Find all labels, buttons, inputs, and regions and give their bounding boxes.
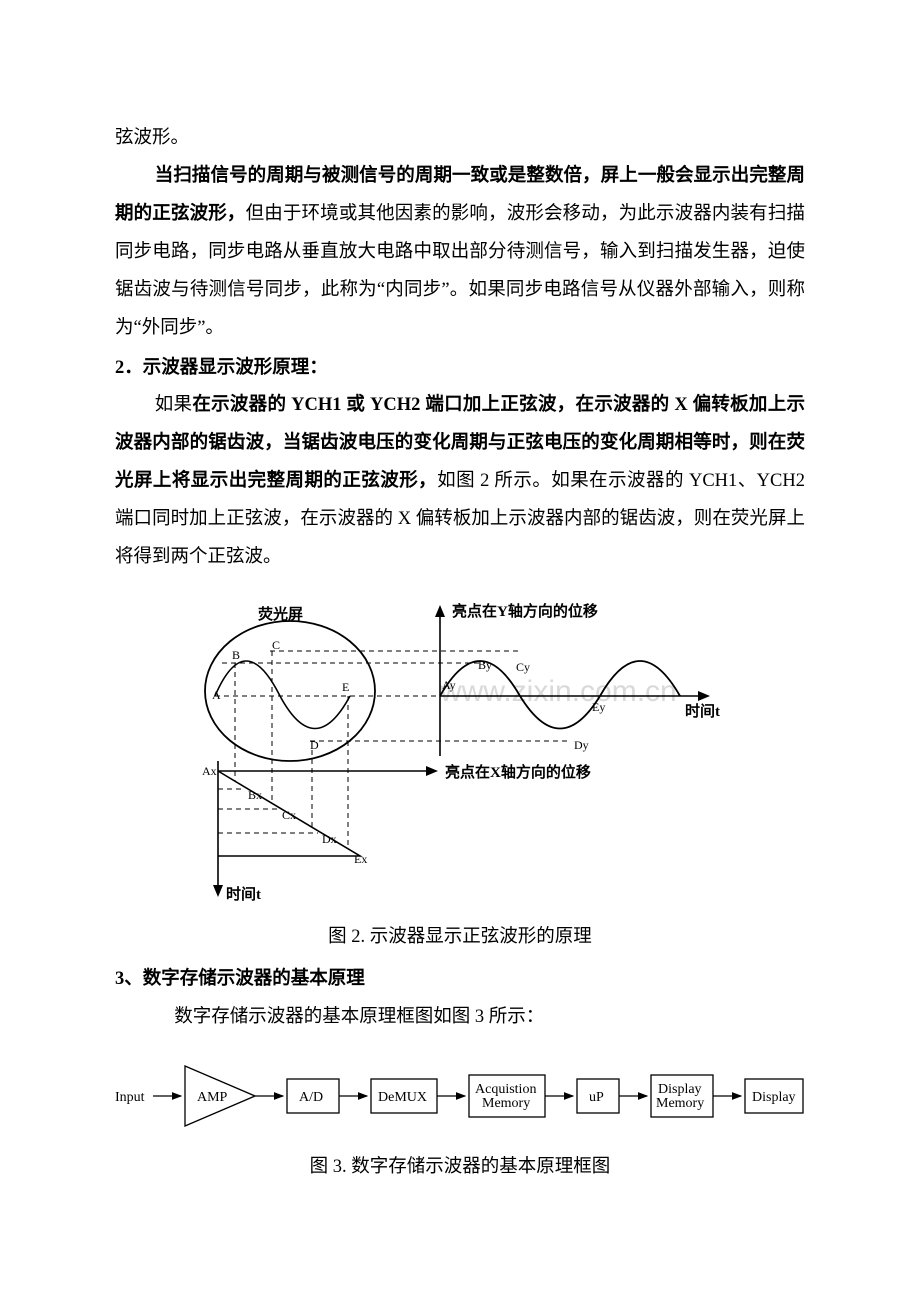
display-label: Display [752, 1090, 796, 1105]
caption-3: 图 3. 数字存储示波器的基本原理框图 [115, 1149, 805, 1187]
label-Ay: Ay [442, 678, 456, 692]
demux-label: DeMUX [378, 1090, 427, 1105]
xtitle: 亮点在X轴方向的位移 [445, 763, 591, 781]
paragraph-dso: 数字存储示波器的基本原理框图如图 3 所示： [115, 999, 805, 1037]
svg-text:Acquistion: Acquistion [475, 1082, 536, 1097]
label-Cy: Cy [516, 660, 530, 674]
heading-2: 2．示波器显示波形原理： [115, 350, 805, 388]
figure-3: Input AMP A/D DeMUX Acquistion Memory uP… [115, 1051, 805, 1141]
svg-text:Memory: Memory [482, 1096, 530, 1111]
oscilloscope-diagram: www.zixin.com.cn 荧光屏 A B C D E 亮点在Y轴方向的位… [190, 591, 730, 911]
label-C: C [272, 638, 280, 652]
label-Ex: Ex [354, 852, 367, 866]
caption-2: 图 2. 示波器显示正弦波形的原理 [115, 919, 805, 957]
ad-label: A/D [299, 1090, 323, 1105]
time-bottom: 时间t [226, 885, 261, 903]
label-Cx: Cx [282, 808, 296, 822]
svg-text:Memory: Memory [656, 1096, 704, 1111]
label-Ey: Ey [592, 700, 605, 714]
figure-2: www.zixin.com.cn 荧光屏 A B C D E 亮点在Y轴方向的位… [115, 591, 805, 911]
label-Ax: Ax [202, 764, 217, 778]
ytitle: 亮点在Y轴方向的位移 [452, 602, 598, 620]
paragraph-principle: 如果在示波器的 YCH1 或 YCH2 端口加上正弦波，在示波器的 X 偏转板加… [115, 387, 805, 577]
label-E: E [342, 680, 349, 694]
label-Dx: Dx [322, 832, 337, 846]
label-B: B [232, 648, 240, 662]
label-D: D [310, 738, 319, 752]
text-span: 如果 [155, 395, 193, 415]
label-Bx: Bx [248, 788, 262, 802]
heading-3: 3、数字存储示波器的基本原理 [115, 961, 805, 999]
paragraph-cont: 弦波形。 [115, 120, 805, 158]
label-By: By [478, 658, 492, 672]
amp-label: AMP [197, 1090, 228, 1105]
screen-ellipse [205, 621, 375, 761]
label-A: A [212, 688, 221, 702]
time-right: 时间t [685, 702, 720, 720]
svg-text:Display: Display [658, 1082, 702, 1097]
input-label: Input [115, 1090, 145, 1105]
paragraph-sync: 当扫描信号的周期与被测信号的周期一致或是整数倍，屏上一般会显示出完整周期的正弦波… [115, 158, 805, 348]
watermark-text: www.zixin.com.cn [439, 675, 677, 708]
block-diagram: Input AMP A/D DeMUX Acquistion Memory uP… [115, 1051, 805, 1141]
label-Dy: Dy [574, 738, 589, 752]
up-label: uP [589, 1090, 604, 1105]
